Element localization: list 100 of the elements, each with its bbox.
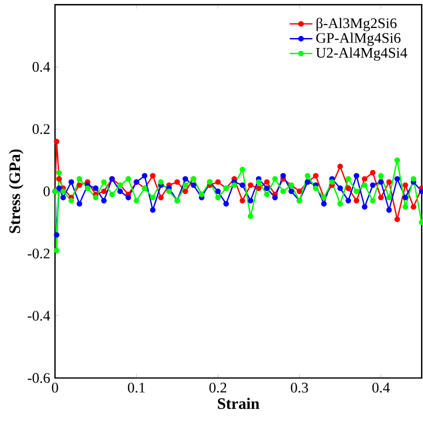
point — [158, 179, 164, 185]
point — [337, 200, 343, 207]
point — [354, 198, 360, 204]
point — [321, 200, 327, 207]
point — [56, 170, 62, 176]
point — [142, 172, 148, 179]
x-tick-label: 0 — [52, 382, 58, 393]
point — [182, 188, 188, 194]
point — [92, 194, 99, 200]
point — [410, 176, 416, 182]
point — [354, 188, 360, 194]
y-tick-label: -0.6 — [28, 373, 50, 383]
point — [166, 188, 172, 194]
point — [84, 185, 90, 192]
point — [370, 170, 376, 176]
point — [386, 194, 392, 200]
point — [272, 194, 278, 200]
point — [296, 188, 302, 194]
point — [354, 172, 360, 179]
point — [378, 194, 384, 200]
point — [378, 172, 384, 179]
point — [346, 198, 352, 204]
point — [312, 172, 319, 179]
point — [158, 194, 164, 200]
point — [56, 185, 62, 192]
point — [256, 179, 262, 185]
point — [109, 192, 115, 198]
point — [76, 176, 82, 182]
point — [394, 216, 400, 222]
point — [190, 182, 196, 188]
point — [150, 172, 156, 179]
point — [248, 213, 254, 220]
point — [362, 176, 368, 182]
x-tick-label: 0.1 — [128, 382, 145, 393]
point — [264, 185, 270, 192]
point — [272, 176, 278, 182]
point — [134, 198, 140, 204]
point — [418, 188, 423, 194]
point — [60, 188, 66, 194]
point — [402, 182, 408, 188]
point — [386, 179, 392, 185]
point — [370, 198, 376, 204]
x-tick-label: 0.4 — [372, 382, 390, 393]
point — [402, 194, 408, 200]
y-tick-label: -0.4 — [28, 310, 50, 321]
legend-label: U2-Al4Mg4Si4 — [316, 47, 408, 61]
point — [56, 176, 62, 182]
point — [101, 179, 107, 185]
point — [280, 172, 286, 179]
point — [248, 182, 254, 188]
point — [362, 204, 368, 210]
point — [337, 164, 343, 170]
point — [182, 182, 188, 188]
point — [117, 188, 123, 194]
point — [231, 182, 238, 188]
point — [68, 179, 74, 185]
point — [215, 179, 221, 185]
y-axis-title: Stress (GPa) — [8, 149, 24, 234]
legend-label: GP-AlMg4Si6 — [316, 32, 400, 46]
point — [126, 194, 132, 200]
point — [174, 179, 180, 185]
point — [54, 138, 60, 144]
point — [54, 248, 60, 254]
point — [264, 179, 270, 185]
point — [410, 204, 416, 210]
point — [248, 198, 254, 204]
point — [240, 198, 246, 204]
point — [60, 194, 66, 200]
point — [182, 176, 188, 182]
point — [215, 188, 221, 194]
point — [76, 200, 82, 207]
point — [150, 207, 156, 213]
point — [346, 185, 352, 192]
x-tick-label: 0.3 — [290, 382, 308, 393]
point — [394, 157, 400, 164]
point — [370, 182, 376, 188]
point — [92, 185, 99, 192]
point — [150, 194, 156, 200]
point — [215, 194, 221, 200]
y-tick-label: -0.2 — [28, 248, 50, 259]
point — [378, 179, 384, 185]
point — [394, 176, 400, 182]
point — [402, 204, 408, 210]
legend-label: β-Al3Mg2Si6 — [316, 18, 397, 32]
point — [337, 185, 343, 192]
point — [101, 198, 107, 204]
point — [346, 176, 352, 182]
y-tick-label: 0.4 — [32, 62, 50, 72]
x-axis-title: Strain — [218, 398, 260, 409]
point — [312, 185, 319, 192]
x-tick-label: 0.2 — [209, 382, 226, 393]
y-tick-label: 0 — [44, 186, 50, 196]
y-tick-label: 0.2 — [32, 124, 50, 134]
point — [223, 200, 229, 207]
point — [362, 182, 368, 188]
point — [240, 182, 246, 188]
point — [68, 198, 74, 204]
point — [264, 192, 270, 198]
point — [329, 179, 335, 185]
point — [240, 166, 246, 172]
